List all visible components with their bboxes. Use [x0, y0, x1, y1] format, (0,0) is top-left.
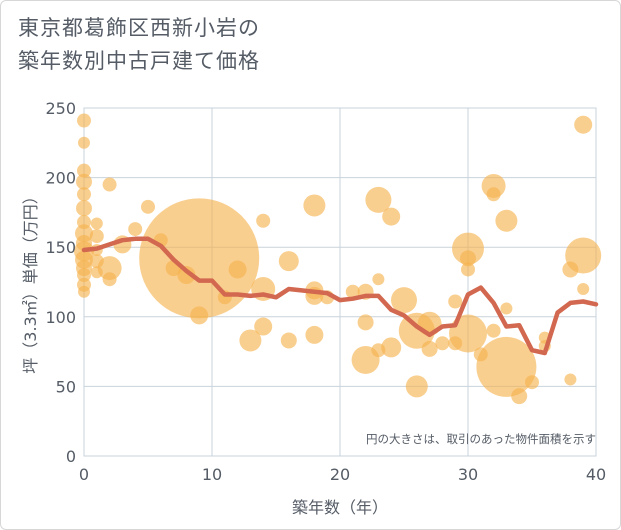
- bubble-point-62: [460, 250, 476, 267]
- bubble-point-63: [461, 262, 475, 277]
- x-tick-label-20: 20: [330, 465, 350, 484]
- y-axis-label: 坪（3.3㎡）単価（万円）: [21, 188, 40, 373]
- bubble-point-36: [254, 317, 273, 336]
- trend-line-layer: [81, 236, 599, 356]
- y-tick-label-50: 50: [56, 377, 76, 396]
- bubble-point-64: [449, 314, 487, 353]
- bubble-point-25: [141, 199, 155, 214]
- chart-title-line-1: 東京都葛飾区西新小岩の: [18, 16, 260, 40]
- bubble-point-61: [452, 232, 484, 265]
- bubble-point-39: [303, 194, 326, 217]
- bubble-point-42: [305, 325, 324, 344]
- bubble-point-46: [357, 314, 374, 331]
- bubble-point-44: [345, 284, 360, 299]
- y-tick-label-200: 200: [45, 169, 76, 188]
- bubble-point-12: [77, 268, 91, 283]
- x-tick-label-10: 10: [202, 465, 222, 484]
- bubble-point-15: [90, 217, 103, 230]
- bubble-point-2: [77, 163, 91, 178]
- bubble-point-71: [476, 336, 537, 397]
- bubble-point-73: [525, 375, 539, 390]
- bubble-point-69: [495, 209, 518, 232]
- bubble-point-32: [228, 260, 247, 279]
- average-price-line: [81, 236, 599, 356]
- bubble-point-79: [565, 237, 602, 274]
- x-axis-label: 築年数（年）: [292, 498, 388, 517]
- bubble-point-16: [89, 229, 104, 244]
- bubble-point-34: [256, 213, 271, 228]
- chart-title-line-2: 築年数別中古戸建て価格: [18, 49, 260, 73]
- y-tick-label-250: 250: [45, 99, 76, 118]
- bubble-point-72: [511, 388, 528, 405]
- chart-title: 東京都葛飾区西新小岩の 築年数別中古戸建て価格: [18, 12, 260, 78]
- bubble-point-33: [239, 329, 262, 352]
- x-tick-label-30: 30: [458, 465, 478, 484]
- bubble-point-56: [417, 311, 442, 336]
- bubble-point-70: [500, 302, 513, 315]
- axis-ticks: 0 10 20 30 40 0 50 100 150 200 250: [45, 99, 606, 484]
- bubble-point-49: [372, 273, 385, 286]
- bubble-point-3: [76, 173, 92, 190]
- bubble-point-68: [486, 323, 501, 338]
- bubble-point-5: [76, 200, 92, 217]
- bubble-point-53: [391, 287, 417, 314]
- bubble-point-1: [78, 136, 90, 149]
- y-tick-label-150: 150: [45, 238, 76, 257]
- bubble-point-57: [421, 340, 438, 357]
- bubble-point-14: [78, 285, 90, 298]
- bubble-series: [74, 113, 602, 405]
- bubble-point-55: [405, 375, 428, 398]
- bubble-point-38: [280, 332, 297, 349]
- bubble-size-note: 円の大きさは、取引のあった物件面積を示す: [366, 432, 596, 446]
- bubble-point-77: [564, 373, 577, 386]
- bubble-point-52: [381, 337, 402, 358]
- bubble-point-21: [97, 256, 122, 281]
- bubble-point-30: [190, 306, 209, 325]
- y-tick-label-0: 0: [66, 447, 76, 466]
- bubble-point-58: [435, 336, 450, 351]
- bubble-point-4: [77, 187, 91, 202]
- x-tick-label-0: 0: [79, 465, 89, 484]
- bubble-point-20: [102, 177, 117, 192]
- bubble-point-78: [574, 115, 593, 134]
- bubble-point-51: [382, 207, 401, 226]
- bubble-point-37: [278, 251, 299, 272]
- y-tick-label-100: 100: [45, 308, 76, 327]
- bubble-point-48: [365, 186, 392, 213]
- bubble-point-24: [128, 222, 143, 237]
- x-tick-label-40: 40: [586, 465, 606, 484]
- bubble-point-67: [486, 187, 501, 202]
- bubble-point-29: [139, 198, 260, 319]
- bubble-point-22: [102, 272, 117, 287]
- bubble-point-0: [77, 113, 91, 128]
- bubble-point-80: [577, 282, 590, 295]
- bubble-point-59: [448, 294, 463, 309]
